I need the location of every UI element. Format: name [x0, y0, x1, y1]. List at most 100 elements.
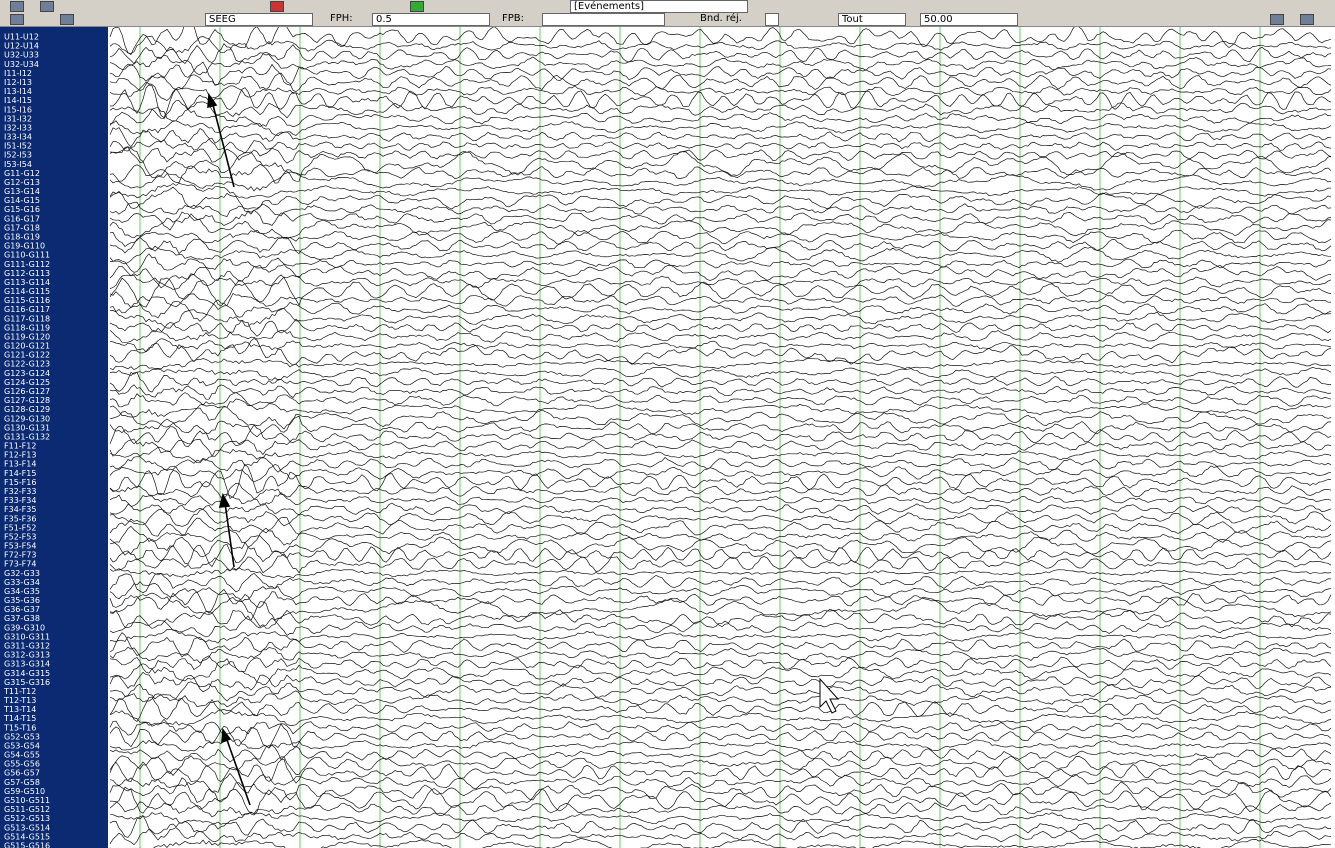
channel-label: I51-I52	[4, 142, 32, 151]
eeg-trace	[109, 629, 1332, 644]
channel-label: G124-G125	[4, 378, 50, 387]
channel-label: F15-F16	[4, 478, 36, 487]
eeg-trace	[109, 615, 1332, 638]
eeg-trace	[109, 72, 1332, 93]
channel-label: G122-G123	[4, 360, 50, 369]
channel-label: G121-G122	[4, 351, 50, 360]
eeg-trace	[109, 811, 1332, 825]
tool-icon[interactable]	[60, 14, 74, 25]
channel-label: G514-G515	[4, 832, 50, 841]
channel-label: G56-G57	[4, 769, 40, 778]
channel-label: I52-I53	[4, 151, 32, 160]
channel-label: F12-F13	[4, 451, 36, 460]
eeg-trace	[109, 61, 1332, 86]
eeg-trace	[109, 84, 1332, 119]
channel-label: I13-I14	[4, 87, 32, 96]
eeg-trace	[109, 264, 1332, 289]
eeg-trace	[109, 53, 1332, 76]
eeg-trace	[109, 786, 1332, 816]
channel-label: G116-G117	[4, 305, 50, 314]
gain-field[interactable]: 50.00	[920, 13, 1018, 26]
channel-label: G312-G313	[4, 651, 50, 660]
channel-label: T13-T14	[3, 705, 36, 714]
channel-label: G35-G36	[4, 596, 40, 605]
eeg-trace	[109, 127, 1332, 148]
channel-label: U11-U12	[4, 33, 39, 42]
eeg-trace	[109, 572, 1332, 594]
channel-label: T11-T12	[3, 687, 36, 696]
channel-label: G127-G128	[4, 396, 50, 405]
mouse-cursor	[819, 677, 840, 714]
channel-label: G118-G119	[4, 323, 50, 332]
channel-label: G512-G513	[4, 814, 50, 823]
eeg-trace	[109, 338, 1332, 366]
channel-label: G19-G110	[4, 242, 45, 251]
eeg-trace	[109, 299, 1332, 322]
channel-label: G311-G312	[4, 642, 50, 651]
channel-label: G128-G129	[4, 405, 50, 414]
channel-label: G510-G511	[4, 796, 50, 805]
eeg-trace	[109, 718, 1332, 738]
eeg-trace	[109, 690, 1332, 708]
channel-label: G18-G19	[4, 233, 40, 242]
channel-label: I15-I16	[4, 105, 32, 114]
eeg-trace	[109, 588, 1332, 614]
eeg-trace	[109, 723, 1332, 749]
eeg-trace	[109, 696, 1332, 722]
channel-label: F34-F35	[4, 505, 36, 514]
fpb-select[interactable]	[542, 13, 665, 26]
tool-icon[interactable]	[40, 1, 54, 12]
eeg-trace	[109, 632, 1332, 658]
channel-panel	[0, 27, 108, 848]
range-select[interactable]: Tout	[838, 13, 906, 26]
fpb-label: FPB:	[502, 13, 525, 24]
eeg-trace	[109, 201, 1332, 218]
eeg-trace	[109, 480, 1332, 500]
fph-select[interactable]: 0.5	[372, 13, 490, 26]
channel-label: F32-F33	[4, 487, 36, 496]
eeg-trace	[109, 253, 1332, 273]
events-field[interactable]: [Evénements]	[570, 0, 748, 13]
channel-label: T14-T15	[3, 714, 36, 723]
channel-label: T15-T16	[3, 723, 36, 732]
channel-label: I12-I13	[4, 78, 32, 87]
eeg-trace	[109, 146, 1332, 164]
eeg-trace	[109, 27, 1332, 55]
eeg-trace	[109, 447, 1332, 464]
channel-label: G32-G33	[4, 569, 40, 578]
eeg-trace	[109, 671, 1332, 693]
eeg-trace	[109, 338, 1332, 353]
eeg-trace	[109, 567, 1332, 579]
eeg-trace	[109, 815, 1331, 838]
eeg-trace	[109, 327, 1332, 343]
channel-label: I33-I34	[4, 133, 32, 142]
tool-icon[interactable]	[1300, 14, 1314, 25]
channel-label: G13-G14	[4, 187, 40, 196]
eeg-trace	[109, 398, 1332, 418]
eeg-trace	[109, 318, 1332, 337]
channel-label: F72-F73	[4, 551, 36, 560]
fph-label: FPH:	[330, 13, 353, 24]
eeg-trace	[109, 438, 1332, 457]
channel-label: G16-G17	[4, 214, 40, 223]
tool-icon[interactable]	[270, 1, 284, 12]
eeg-trace	[109, 245, 1332, 265]
tool-icon[interactable]	[10, 1, 24, 12]
channel-label: G126-G127	[4, 387, 50, 396]
eeg-trace	[109, 35, 1332, 54]
eeg-trace	[109, 744, 1332, 763]
channel-label: T12-T13	[3, 696, 36, 705]
channel-label: G59-G510	[4, 787, 45, 796]
montage-select[interactable]: SEEG	[205, 13, 313, 26]
eeg-trace	[109, 658, 1332, 686]
eeg-trace	[109, 138, 1332, 154]
tool-icon[interactable]	[410, 1, 424, 12]
tool-icon[interactable]	[10, 14, 24, 25]
toolbar: [Evénements] SEEG FPH: 0.5 FPB: Bnd. réj…	[0, 0, 1335, 27]
channel-label: G37-G38	[4, 614, 40, 623]
eeg-trace	[109, 592, 1332, 629]
eeg-trace	[109, 755, 1332, 776]
tool-icon[interactable]	[1270, 14, 1284, 25]
bnd-checkbox[interactable]	[765, 13, 779, 26]
